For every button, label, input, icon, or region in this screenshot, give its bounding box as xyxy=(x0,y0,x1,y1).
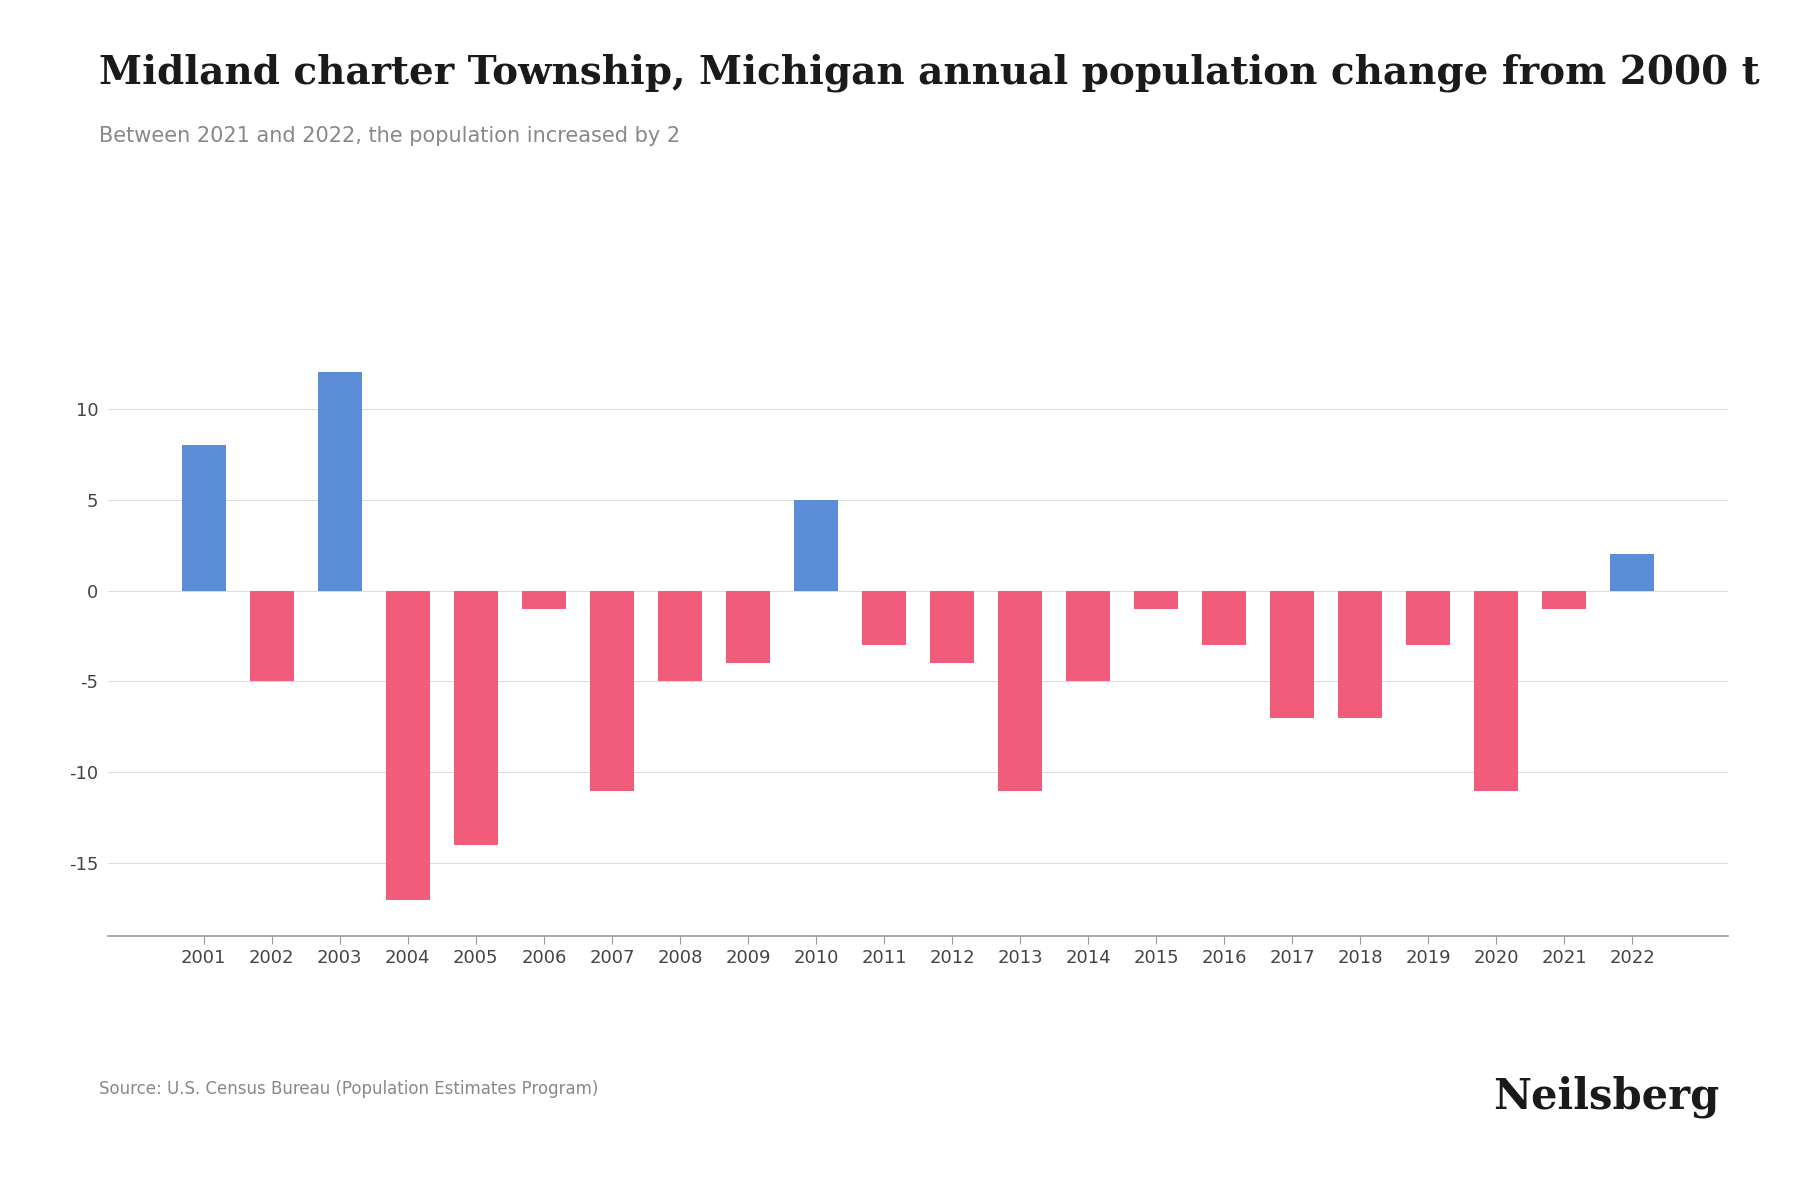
Bar xyxy=(454,590,499,845)
Bar xyxy=(1406,590,1451,646)
Bar xyxy=(1202,590,1246,646)
Bar xyxy=(725,590,770,664)
Bar xyxy=(317,372,362,590)
Text: Neilsberg: Neilsberg xyxy=(1492,1076,1719,1118)
Bar xyxy=(1134,590,1179,608)
Bar xyxy=(182,445,225,590)
Bar xyxy=(1474,590,1519,791)
Bar xyxy=(862,590,905,646)
Text: Source: U.S. Census Bureau (Population Estimates Program): Source: U.S. Census Bureau (Population E… xyxy=(99,1080,598,1098)
Bar xyxy=(522,590,565,608)
Bar xyxy=(1611,554,1654,590)
Bar xyxy=(997,590,1042,791)
Bar xyxy=(1271,590,1314,718)
Bar xyxy=(1337,590,1382,718)
Bar xyxy=(385,590,430,900)
Bar xyxy=(590,590,634,791)
Bar xyxy=(657,590,702,682)
Bar xyxy=(1543,590,1586,608)
Bar xyxy=(1066,590,1111,682)
Bar xyxy=(794,499,839,590)
Text: Midland charter Township, Michigan annual population change from 2000 t: Midland charter Township, Michigan annua… xyxy=(99,54,1760,92)
Text: Between 2021 and 2022, the population increased by 2: Between 2021 and 2022, the population in… xyxy=(99,126,680,146)
Bar xyxy=(931,590,974,664)
Bar xyxy=(250,590,293,682)
